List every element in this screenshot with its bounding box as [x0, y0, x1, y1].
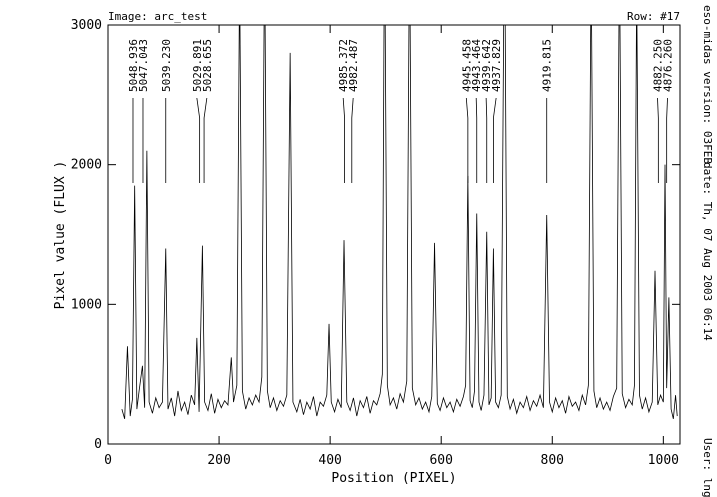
date-label: date: Th, 07 Aug 2003 06:14: [701, 162, 714, 341]
x-tick-label: 0: [104, 453, 112, 468]
version-label: eso-midas version: 03FEB: [701, 5, 714, 164]
y-tick-label: 3000: [71, 18, 102, 33]
line-id-marker: [485, 97, 488, 183]
line-id-label: 5048.936: [127, 39, 140, 92]
line-id-marker: [465, 97, 469, 183]
spectrum-line: [121, 25, 678, 419]
x-tick-label: 1000: [648, 453, 679, 468]
x-tick-label: 800: [541, 453, 564, 468]
line-id-label: 4919.815: [541, 39, 554, 92]
line-id-marker: [666, 97, 668, 183]
line-id-marker: [657, 97, 659, 183]
line-id-marker: [203, 97, 208, 183]
line-id-label: 4985.372: [337, 39, 350, 92]
line-id-label: 5047.043: [137, 39, 150, 92]
line-id-marker: [196, 97, 201, 183]
line-id-label: 4882.250: [652, 39, 665, 92]
y-tick-label: 0: [94, 437, 102, 452]
x-axis-label: Position (PIXEL): [331, 471, 456, 486]
line-id-label: 4876.260: [662, 39, 675, 92]
line-id-label: 5039.230: [160, 39, 173, 92]
line-id-label: 5028.655: [201, 39, 214, 92]
x-tick-label: 400: [318, 453, 341, 468]
line-id-label: 4943.464: [470, 39, 483, 92]
user-label: User: lng: [701, 438, 714, 497]
line-id-marker: [342, 97, 345, 183]
line-id-label: 4982.487: [347, 39, 360, 92]
y-axis-label: Pixel value (FLUX ): [53, 161, 68, 310]
plot-frame: [107, 24, 681, 445]
line-id-marker: [475, 97, 478, 183]
line-id-label: 5029.891: [191, 39, 204, 92]
x-tick-label: 600: [429, 453, 452, 468]
line-id-marker: [493, 97, 497, 183]
line-id-marker: [351, 97, 354, 183]
image-label: Image: arc_test: [108, 10, 207, 23]
y-tick-label: 2000: [71, 158, 102, 173]
y-tick-label: 1000: [71, 297, 102, 312]
line-id-label: 4945.458: [460, 39, 473, 92]
row-label: Row: #17: [627, 10, 680, 23]
x-tick-label: 200: [207, 453, 230, 468]
line-id-label: 4939.642: [480, 39, 493, 92]
line-id-label: 4937.829: [490, 39, 503, 92]
